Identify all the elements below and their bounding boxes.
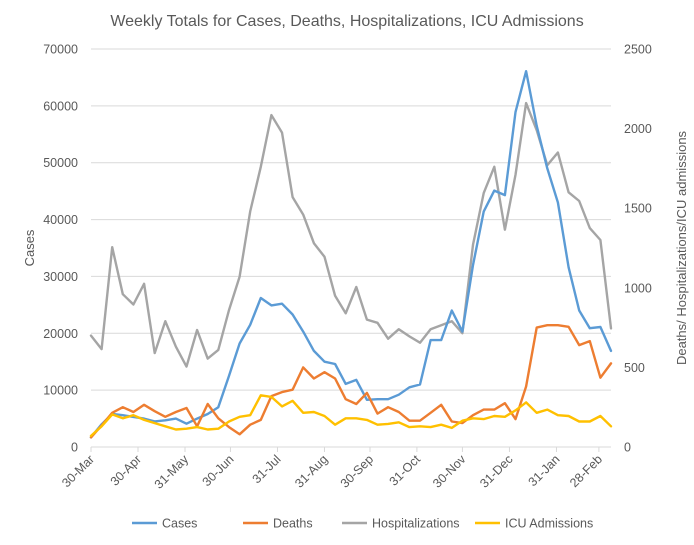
- legend-label-icu-admissions: ICU Admissions: [505, 517, 593, 531]
- y-tick-label: 20000: [43, 327, 78, 341]
- y-axis-title: Cases: [22, 229, 37, 266]
- y2-tick-label: 1000: [624, 281, 652, 295]
- left-axis-ticks: 0 10000 20000 30000 40000 50000 60000 70000: [43, 43, 78, 455]
- y2-tick-label: 0: [624, 441, 631, 455]
- y-tick-label: 30000: [43, 270, 78, 284]
- series-lines: [89, 69, 613, 439]
- chart-title: Weekly Totals for Cases, Deaths, Hospita…: [110, 13, 583, 30]
- legend: Cases Deaths Hospitalizations ICU Admission…: [132, 517, 593, 531]
- series-line-icu-admissions: [89, 394, 613, 438]
- y2-tick-label: 500: [624, 361, 645, 375]
- gridlines: [91, 48, 611, 391]
- y-tick-label: 70000: [43, 43, 78, 57]
- y2-tick-label: 2500: [624, 43, 652, 57]
- legend-label-hospitalizations: Hospitalizations: [372, 517, 460, 531]
- series-line-deaths: [89, 324, 613, 439]
- y2-tick-label: 2000: [624, 122, 652, 136]
- series-line-hospitalizations: [89, 101, 613, 368]
- y2-axis-title: Deaths/ Hospitalizations/ICU admissions: [674, 130, 689, 365]
- y-tick-label: 10000: [43, 384, 78, 398]
- y2-tick-label: 1500: [624, 202, 652, 216]
- legend-label-cases: Cases: [162, 517, 197, 531]
- y-tick-label: 60000: [43, 99, 78, 113]
- y-tick-label: 0: [71, 441, 78, 455]
- right-axis-ticks: 0 500 1000 1500 2000 2500: [624, 43, 652, 455]
- legend-label-deaths: Deaths: [273, 517, 313, 531]
- y-tick-label: 50000: [43, 156, 78, 170]
- series-line-cases: [89, 69, 613, 439]
- y-tick-label: 40000: [43, 213, 78, 227]
